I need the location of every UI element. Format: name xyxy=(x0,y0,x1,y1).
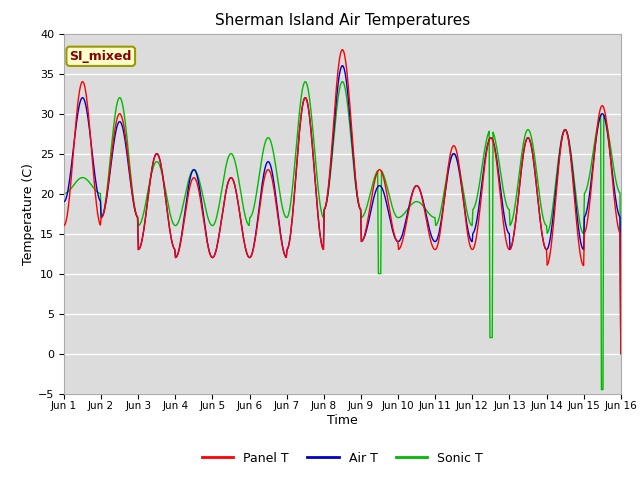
Y-axis label: Temperature (C): Temperature (C) xyxy=(22,163,35,264)
Legend: Panel T, Air T, Sonic T: Panel T, Air T, Sonic T xyxy=(196,447,488,469)
Title: Sherman Island Air Temperatures: Sherman Island Air Temperatures xyxy=(215,13,470,28)
Text: SI_mixed: SI_mixed xyxy=(70,50,132,63)
X-axis label: Time: Time xyxy=(327,414,358,427)
